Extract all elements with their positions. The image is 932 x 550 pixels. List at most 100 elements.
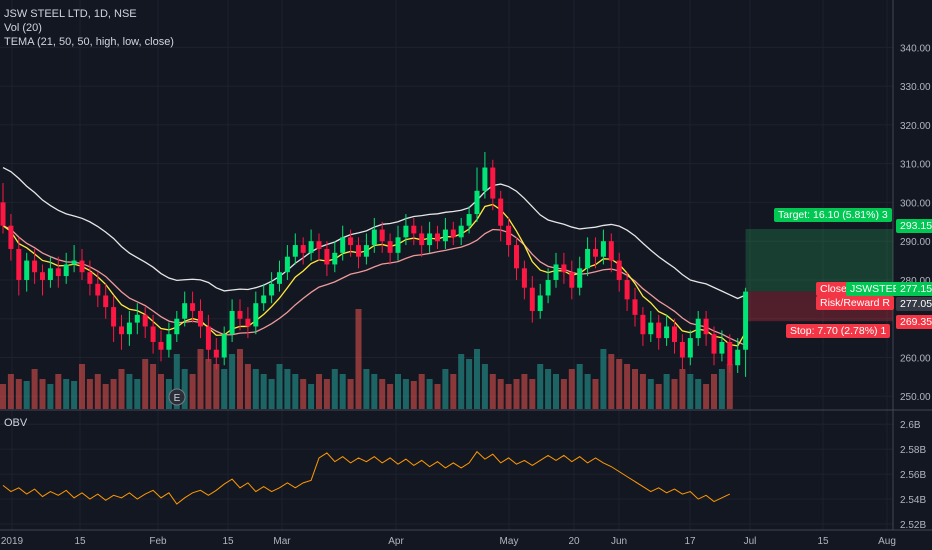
time-tick-label: Apr — [388, 536, 404, 547]
volume-bar — [687, 374, 694, 409]
close-label[interactable]: Close — [816, 282, 851, 296]
volume-bar — [331, 369, 338, 409]
volume-bar — [118, 369, 125, 409]
obv-legend: OBV — [4, 417, 28, 429]
volume-bar — [442, 369, 449, 409]
candle-body — [8, 225, 14, 249]
candle-body — [624, 279, 630, 300]
volume-bar — [229, 354, 236, 409]
candle-body — [442, 229, 448, 242]
candle-body — [182, 303, 188, 319]
candle-body — [87, 272, 93, 284]
price-tick-label: 330.00 — [900, 82, 931, 93]
volume-bar — [426, 379, 433, 409]
price-tick-label: 280.00 — [900, 276, 931, 287]
candle-body — [371, 229, 377, 246]
time-tick-label: Mar — [273, 536, 291, 547]
candle-body — [600, 241, 606, 257]
volume-bar — [395, 374, 401, 409]
candle-body — [300, 245, 306, 253]
candle-body — [150, 326, 156, 342]
candle-body — [356, 245, 361, 257]
volume-bar — [568, 369, 575, 409]
candle-body — [95, 283, 101, 296]
volume-bar — [466, 359, 473, 409]
candle-body — [672, 326, 677, 342]
volume-bar — [213, 364, 220, 409]
candle-body — [435, 233, 440, 242]
volume-bar — [560, 379, 567, 409]
candle-body — [506, 225, 512, 246]
time-tick-label: Jun — [611, 536, 627, 547]
candle-body — [529, 287, 535, 311]
target-label: Target: 16.10 (5.81%) 3 — [774, 208, 892, 222]
volume-bar — [197, 349, 204, 409]
volume-bar — [497, 379, 504, 409]
volume-bar — [410, 381, 417, 409]
volume-bar — [639, 374, 646, 409]
obv-tick-label: 2.52B — [900, 520, 926, 531]
time-tick-label: 20 — [568, 536, 580, 547]
volume-bar — [379, 379, 386, 409]
candle-body — [450, 229, 456, 238]
candle-body — [577, 268, 583, 288]
volume-bar — [0, 384, 6, 409]
volume-bar — [292, 374, 299, 409]
volume-bar — [474, 349, 480, 409]
volume-bar — [481, 364, 488, 409]
volume-bar — [63, 379, 70, 409]
price-tick-label: 310.00 — [900, 160, 931, 171]
candle-body — [695, 318, 701, 339]
volume-bar — [584, 374, 591, 409]
volume-bar — [529, 379, 536, 409]
candle-body — [719, 341, 725, 354]
candle-body — [205, 326, 211, 350]
volume-bar — [624, 364, 631, 409]
risk-reward-label: Risk/Reward R — [816, 296, 895, 310]
volume-bar — [94, 374, 101, 409]
symbol-title: JSW STEEL LTD, 1D, NSE — [4, 8, 137, 20]
candle-body — [55, 268, 61, 277]
volume-bar — [126, 374, 133, 409]
candle-body — [569, 272, 575, 288]
volume-bar — [31, 369, 38, 409]
earnings-marker-label: E — [174, 393, 181, 404]
candle-body — [735, 349, 741, 366]
candle-body — [427, 233, 433, 246]
candle-body — [126, 322, 132, 335]
stop-label: Stop: 7.70 (2.78%) 1 — [786, 324, 891, 338]
candle-body — [482, 167, 488, 191]
candle-body — [727, 341, 733, 366]
volume-bar — [576, 364, 583, 409]
candle-body — [545, 279, 551, 296]
volume-bar — [7, 374, 14, 409]
candle-body — [648, 322, 654, 335]
obv-tick-label: 2.58B — [900, 445, 926, 456]
candle-body — [419, 233, 425, 246]
obv-tick-label: 2.6B — [900, 420, 921, 431]
candle-body — [269, 283, 275, 296]
candle-body — [245, 318, 251, 327]
time-tick-label: Aug — [878, 536, 896, 547]
volume-bar — [711, 374, 717, 409]
time-tick-label: 15 — [222, 536, 234, 547]
volume-bar — [434, 384, 441, 409]
volume-bar — [537, 364, 544, 409]
volume-legend: Vol (20) — [4, 22, 42, 34]
volume-bar — [339, 374, 346, 409]
candle-body — [711, 334, 717, 354]
price-tick-label: 250.00 — [900, 392, 931, 403]
last-price-value: 277.15 — [896, 282, 932, 296]
volume-bar — [458, 354, 465, 409]
obv-tick-label: 2.54B — [900, 495, 926, 506]
candle-body — [553, 264, 559, 280]
volume-bar — [300, 379, 307, 409]
price-tick-label: 300.00 — [900, 198, 931, 209]
volume-bar — [671, 379, 678, 409]
profit-zone — [745, 228, 893, 292]
volume-bar — [402, 379, 409, 409]
candle-body — [190, 303, 196, 311]
candle-body — [363, 245, 369, 257]
entry-price-tag: 277.05 — [896, 297, 932, 311]
